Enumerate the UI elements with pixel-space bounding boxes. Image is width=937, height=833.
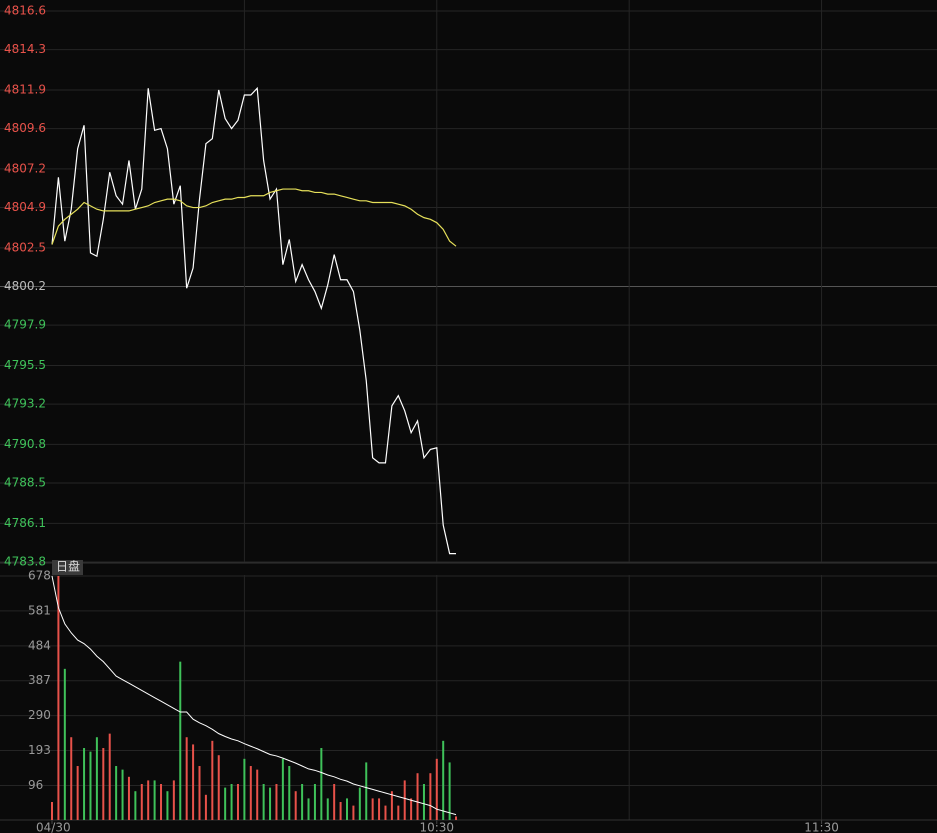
volume-bar [294, 791, 297, 820]
volume-bar [102, 748, 105, 820]
volume-bar [185, 737, 188, 820]
y-tick-label: 96 [28, 778, 43, 792]
volume-bar [127, 776, 130, 820]
volume-bar [153, 780, 156, 820]
volume-bar [288, 766, 291, 820]
y-tick-label: 290 [28, 708, 51, 722]
volume-bar [333, 784, 336, 820]
volume-bar [179, 661, 182, 820]
volume-bar [192, 744, 195, 820]
volume-bar [313, 784, 316, 820]
y-tick-label: 4809.6 [4, 121, 46, 135]
volume-bar [281, 758, 284, 820]
price-line [51, 188, 457, 247]
volume-bar [275, 784, 278, 820]
volume-bar [134, 791, 137, 820]
y-tick-label: 4800.2 [4, 279, 46, 293]
y-tick-label: 4790.8 [4, 437, 46, 451]
y-tick-label: 4814.3 [4, 42, 46, 56]
y-tick-label: 484 [28, 638, 51, 652]
y-tick-label: 4811.9 [4, 82, 46, 96]
volume-bar [204, 794, 207, 820]
volume-bar [160, 784, 163, 820]
volume-bar [95, 737, 98, 820]
volume-bar [83, 748, 86, 820]
session-tag: 日盘 [56, 559, 80, 574]
volume-bar [435, 758, 438, 820]
volume-bar [455, 816, 458, 820]
y-tick-label: 193 [28, 743, 51, 757]
volume-bar [140, 784, 143, 820]
y-tick-label: 4802.5 [4, 240, 46, 254]
session-tag-bg [52, 560, 83, 575]
volume-bar [390, 791, 393, 820]
volume-bar [89, 751, 92, 820]
volume-bar [416, 773, 419, 820]
volume-bar [211, 740, 214, 820]
volume-bar [249, 766, 252, 820]
volume-bar [243, 758, 246, 820]
volume-bar [397, 805, 400, 820]
volume-bar [230, 784, 233, 820]
volume-bar [320, 748, 323, 820]
volume-bar [429, 773, 432, 820]
y-tick-label: 4783.8 [4, 555, 46, 569]
volume-bar [76, 766, 79, 820]
y-tick-label: 4797.9 [4, 318, 46, 332]
volume-bar [198, 766, 201, 820]
volume-bar [339, 802, 342, 820]
volume-bar [442, 740, 445, 820]
y-tick-label: 4807.2 [4, 161, 46, 175]
x-tick-label: 11:30 [804, 821, 839, 833]
volume-bar [326, 798, 329, 820]
volume-bar [51, 802, 53, 820]
volume-bar [365, 762, 368, 820]
volume-bar [346, 798, 348, 820]
volume-bar [172, 780, 175, 820]
volume-bar [147, 780, 150, 820]
volume-bar [378, 798, 381, 820]
y-tick-label: 387 [28, 673, 51, 687]
y-tick-label: 4795.5 [4, 358, 46, 372]
volume-bar [358, 787, 361, 820]
volume-bar [166, 791, 169, 820]
y-tick-label: 4793.2 [4, 397, 46, 411]
volume-bar [108, 733, 111, 820]
volume-bar [217, 755, 220, 820]
volume-bar [371, 798, 374, 820]
volume-bar [236, 784, 239, 820]
price-line [51, 86, 457, 555]
volume-bar [352, 805, 355, 820]
volume-bar [70, 737, 73, 820]
x-tick-label: 04/30 [36, 821, 71, 833]
volume-bar [269, 787, 272, 820]
avg-volume-line [51, 575, 457, 816]
volume-bar [63, 668, 66, 820]
volume-bar [448, 762, 451, 820]
y-tick-label: 4786.1 [4, 516, 46, 530]
volume-bar [57, 576, 60, 820]
volume-bar [301, 784, 304, 820]
x-tick-label: 10:30 [419, 821, 454, 833]
volume-bar [256, 769, 259, 820]
y-tick-label: 4816.6 [4, 4, 46, 18]
volume-bar [224, 787, 227, 820]
y-tick-label: 4788.5 [4, 476, 46, 490]
volume-bar [262, 784, 265, 820]
volume-bar [121, 769, 124, 820]
volume-bar [410, 798, 413, 820]
y-tick-label: 678 [28, 569, 51, 583]
volume-bar [384, 805, 387, 820]
volume-bar [115, 766, 118, 820]
volume-bar [422, 784, 425, 820]
volume-bar [403, 780, 406, 820]
y-tick-label: 4804.9 [4, 200, 46, 214]
volume-bar [307, 798, 310, 820]
y-tick-label: 581 [28, 603, 51, 617]
